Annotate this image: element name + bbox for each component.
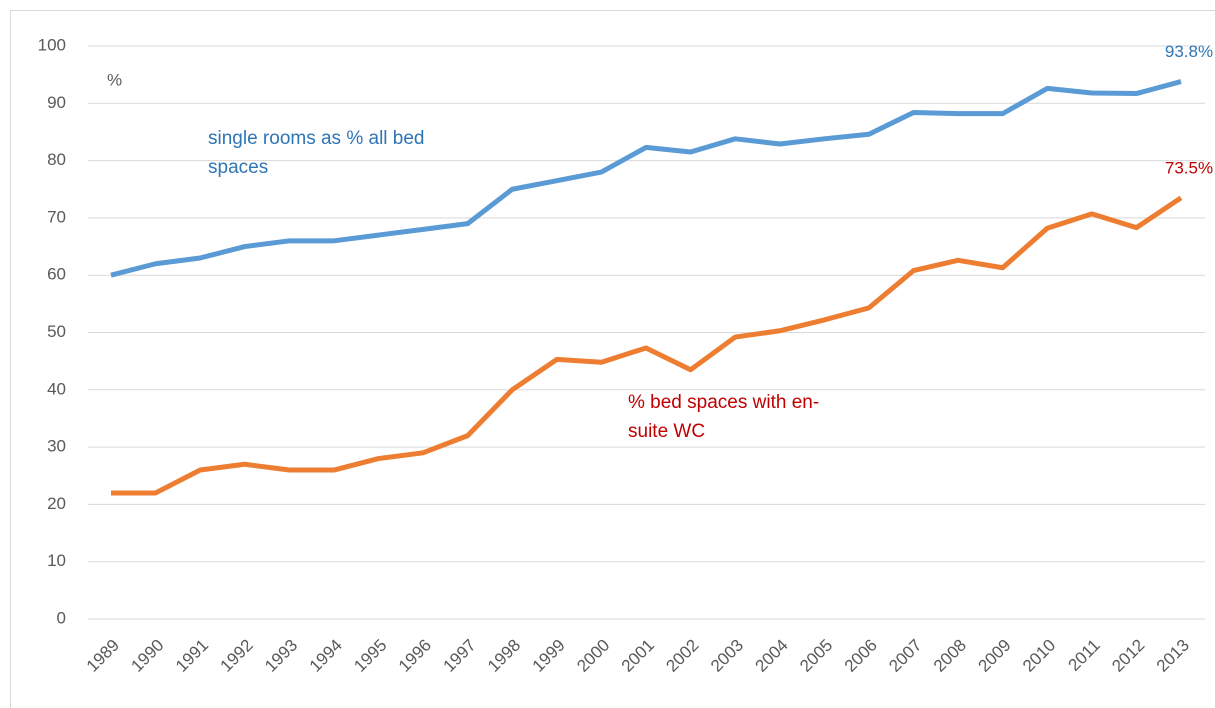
x-tick-label: 1995 <box>350 636 390 676</box>
x-tick-label: 1992 <box>217 636 257 676</box>
x-tick-label: 2006 <box>841 636 881 676</box>
x-tick-label: 1990 <box>127 636 167 676</box>
y-tick-label: 40 <box>47 379 66 398</box>
x-tick-label: 2001 <box>618 636 658 676</box>
x-tick-label: 1999 <box>529 636 569 676</box>
x-tick-label: 2010 <box>1019 636 1059 676</box>
x-tick-label: 1997 <box>439 636 479 676</box>
x-tick-label: 2005 <box>796 636 836 676</box>
chart-border <box>10 10 1215 708</box>
y-tick-label: 80 <box>47 150 66 169</box>
x-tick-label: 2003 <box>707 636 747 676</box>
x-tick-label: 2012 <box>1108 636 1148 676</box>
y-tick-label: 10 <box>47 551 66 570</box>
x-tick-label: 2000 <box>573 636 613 676</box>
series-annotation: single rooms as % all bed spaces <box>208 128 425 178</box>
value-label: 93.8% <box>1165 42 1213 61</box>
y-tick-label: 50 <box>47 322 66 341</box>
y-tick-label: 30 <box>47 437 66 456</box>
y-tick-label: 0 <box>57 608 66 627</box>
y-axis-label: % <box>107 70 122 89</box>
y-tick-label: 20 <box>47 494 66 513</box>
x-tick-label: 2008 <box>930 636 970 676</box>
y-tick-label: 90 <box>47 93 66 112</box>
y-tick-label: 100 <box>38 35 66 54</box>
series-annotation: % bed spaces with en-suite WC <box>628 392 820 442</box>
y-tick-label: 60 <box>47 265 66 284</box>
x-tick-label: 2009 <box>974 636 1014 676</box>
x-tick-label: 2002 <box>662 636 702 676</box>
x-tick-label: 2013 <box>1153 636 1193 676</box>
x-tick-label: 1994 <box>306 636 346 676</box>
x-tick-label: 1989 <box>83 636 123 676</box>
x-tick-label: 1991 <box>172 636 212 676</box>
series-line <box>111 195 1183 496</box>
x-tick-label: 2011 <box>1065 636 1104 675</box>
x-tick-label: 1996 <box>395 636 435 676</box>
x-tick-label: 2004 <box>752 636 792 676</box>
y-tick-label: 70 <box>47 207 66 226</box>
series-line <box>110 79 1182 278</box>
x-tick-label: 2007 <box>885 636 925 676</box>
value-label: 73.5% <box>1165 158 1213 177</box>
x-tick-label: 1998 <box>484 636 524 676</box>
x-tick-label: 1993 <box>261 636 301 676</box>
